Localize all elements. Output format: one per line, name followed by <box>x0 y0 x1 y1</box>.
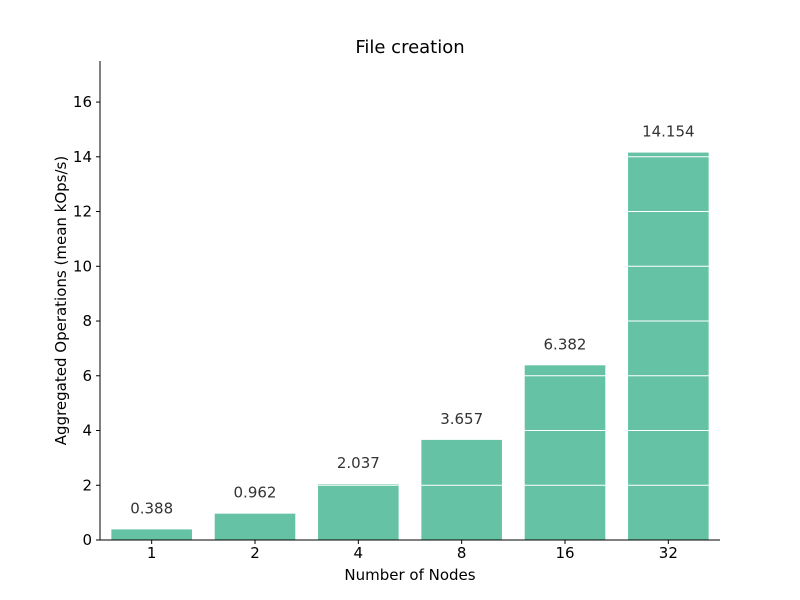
x-axis-label: Number of Nodes <box>344 566 475 584</box>
x-tick-label-8: 8 <box>457 544 467 562</box>
gridlines-over-bars <box>318 156 709 486</box>
x-tick-label-16: 16 <box>555 544 574 562</box>
y-tick-label-6: 6 <box>82 367 92 385</box>
data-label-2: 0.962 <box>234 484 277 502</box>
y-tick-label-16: 16 <box>73 93 92 111</box>
bar-32 <box>628 152 709 541</box>
data-label-1: 0.388 <box>130 499 173 517</box>
y-tick-label-0: 0 <box>82 531 92 549</box>
y-tick-label-8: 8 <box>82 312 92 330</box>
x-tick-label-32: 32 <box>659 544 678 562</box>
axes <box>99 61 720 541</box>
y-ticks: 0 2 4 6 8 10 12 14 16 <box>73 93 100 549</box>
data-label-8: 3.657 <box>440 410 483 428</box>
bars <box>111 152 709 541</box>
y-tick-label-10: 10 <box>73 257 92 275</box>
bar-1 <box>111 529 192 540</box>
y-tick-label-4: 4 <box>82 422 92 440</box>
data-label-16: 6.382 <box>544 335 587 353</box>
bar-8 <box>421 439 502 540</box>
x-ticks: 1 2 4 8 16 32 <box>147 540 678 562</box>
chart-title: File creation <box>355 37 464 58</box>
y-axis-label: Aggregated Operations (mean kOps/s) <box>52 156 70 445</box>
bar-4 <box>318 484 399 540</box>
data-labels: 0.388 0.962 2.037 3.657 6.382 14.154 <box>130 123 694 518</box>
data-label-32: 14.154 <box>642 123 695 141</box>
x-tick-label-2: 2 <box>250 544 260 562</box>
x-tick-label-4: 4 <box>354 544 364 562</box>
y-tick-label-12: 12 <box>73 203 92 221</box>
y-tick-label-14: 14 <box>73 148 92 166</box>
bar-2 <box>214 513 296 540</box>
bar-16 <box>524 365 606 540</box>
x-tick-label-1: 1 <box>147 544 157 562</box>
y-tick-label-2: 2 <box>82 476 92 494</box>
data-label-4: 2.037 <box>337 454 380 472</box>
